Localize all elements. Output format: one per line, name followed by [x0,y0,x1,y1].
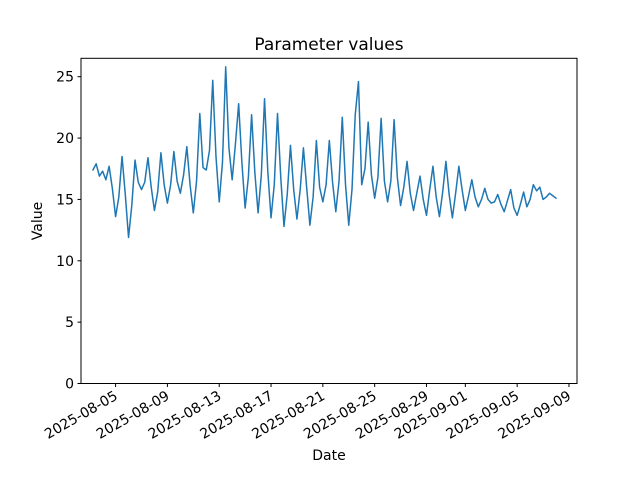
y-tick-label: 0 [65,377,74,393]
y-axis-label: Value [30,202,46,240]
y-tick-label: 15 [56,192,74,208]
y-tick-label: 5 [65,315,74,331]
data-line-series [92,66,557,239]
y-tick-label: 10 [56,254,74,270]
chart-title: Parameter values [254,35,403,55]
plot-area [81,58,577,384]
y-tick-label: 20 [56,131,74,147]
x-axis-label: Date [312,448,345,464]
axes-spines [80,57,578,385]
y-tick-label: 25 [56,70,74,86]
